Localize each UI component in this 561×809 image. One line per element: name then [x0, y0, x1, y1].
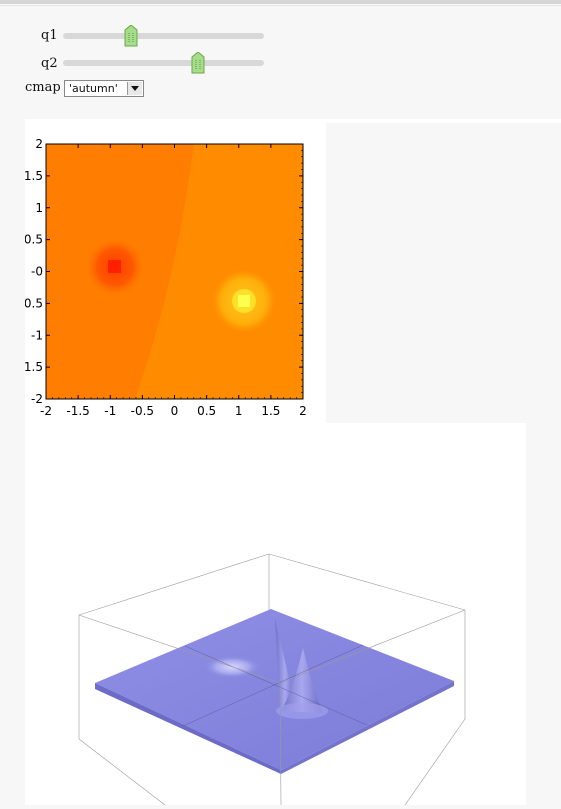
- cmap-select[interactable]: 'autumn': [64, 80, 144, 97]
- y-tick-label: -1: [31, 328, 43, 342]
- window-top-divider: [0, 5, 561, 6]
- contour-plot: -2 -1.5 -1 -0.5 0 0.5 1 1.5 2 2 1.5 1 0.5 -0 0.5 -1 1.5…: [24, 137, 307, 418]
- q2-slider[interactable]: [63, 60, 264, 66]
- surface-front-edge: [95, 683, 281, 774]
- chevron-down-icon[interactable]: [127, 82, 142, 95]
- q2-label: q2: [41, 56, 58, 71]
- contour-level-right: [135, 144, 303, 399]
- x-tick-label: -0.5: [131, 404, 154, 418]
- window-top-border: [0, 0, 561, 4]
- q2-slider-handle[interactable]: [191, 52, 205, 74]
- contour-peak-low-center: [108, 260, 121, 273]
- q1-slider[interactable]: [63, 33, 264, 39]
- x-tick-label: 0: [171, 404, 179, 418]
- y-tick-label: -2: [31, 392, 43, 406]
- surface-bounding-box-front: [78, 609, 466, 806]
- y-tick-label: 1: [35, 201, 43, 215]
- y-tick-label: -0: [31, 265, 43, 279]
- y-tick-label: 1.5: [25, 169, 43, 183]
- x-tick-label: -1.5: [66, 404, 89, 418]
- output-area-top: [25, 119, 561, 123]
- contour-plot-area: [46, 144, 303, 399]
- x-tick-label: -1: [104, 404, 116, 418]
- x-tick-label: 2: [299, 404, 307, 418]
- q1-slider-handle[interactable]: [124, 25, 138, 47]
- y-tick-label: 0.5: [25, 233, 43, 247]
- surface-plot-panel: [25, 423, 526, 806]
- surface-spike-peak: [281, 648, 323, 713]
- surface-peak-base: [276, 703, 328, 719]
- x-tick-label: -2: [40, 404, 52, 418]
- contour-plot-panel: -2 -1.5 -1 -0.5 0 0.5 1 1.5 2 2 1.5 1 0.5 -0 0.5 -1 1.5…: [24, 123, 326, 423]
- q1-label: q1: [41, 28, 58, 43]
- x-tick-label: 1: [235, 404, 243, 418]
- cmap-label: cmap: [25, 80, 61, 95]
- surface-mesh: [95, 609, 454, 770]
- surface-right-edge: [281, 681, 454, 774]
- contour-y-axis: 2 1.5 1 0.5 -0 0.5 -1 1.5 -2: [24, 137, 43, 406]
- x-tick-label: 0.5: [197, 404, 216, 418]
- interact-controls: q1 q2: [0, 20, 561, 108]
- contour-x-axis: -2 -1.5 -1 -0.5 0 0.5 1 1.5 2: [40, 404, 307, 418]
- y-tick-label: 2: [35, 137, 43, 151]
- surface-plot: [78, 553, 466, 806]
- contour-axis-ticks: [45, 143, 304, 400]
- surface-grid-lines: [182, 644, 368, 727]
- y-tick-label: 1.5: [25, 360, 43, 374]
- y-tick-label: 0.5: [25, 296, 43, 310]
- cmap-selected-value: 'autumn': [69, 82, 118, 95]
- contour-peak-high-center: [238, 295, 250, 307]
- x-tick-label: 1.5: [261, 404, 280, 418]
